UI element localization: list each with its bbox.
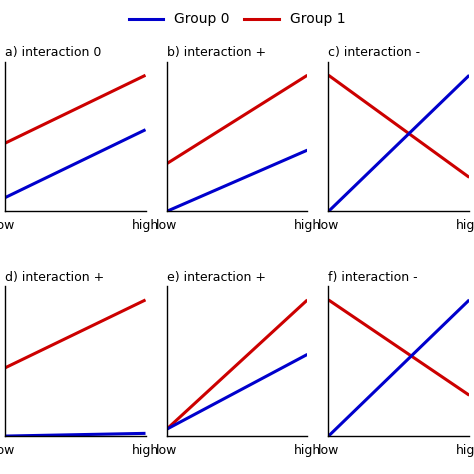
Text: c) interaction -: c) interaction - [328,46,420,59]
Text: d) interaction +: d) interaction + [5,271,104,284]
Text: f) interaction -: f) interaction - [328,271,418,284]
Legend: Group 0, Group 1: Group 0, Group 1 [123,7,351,32]
Text: e) interaction +: e) interaction + [167,271,265,284]
Text: a) interaction 0: a) interaction 0 [5,46,101,59]
Text: b) interaction +: b) interaction + [167,46,266,59]
